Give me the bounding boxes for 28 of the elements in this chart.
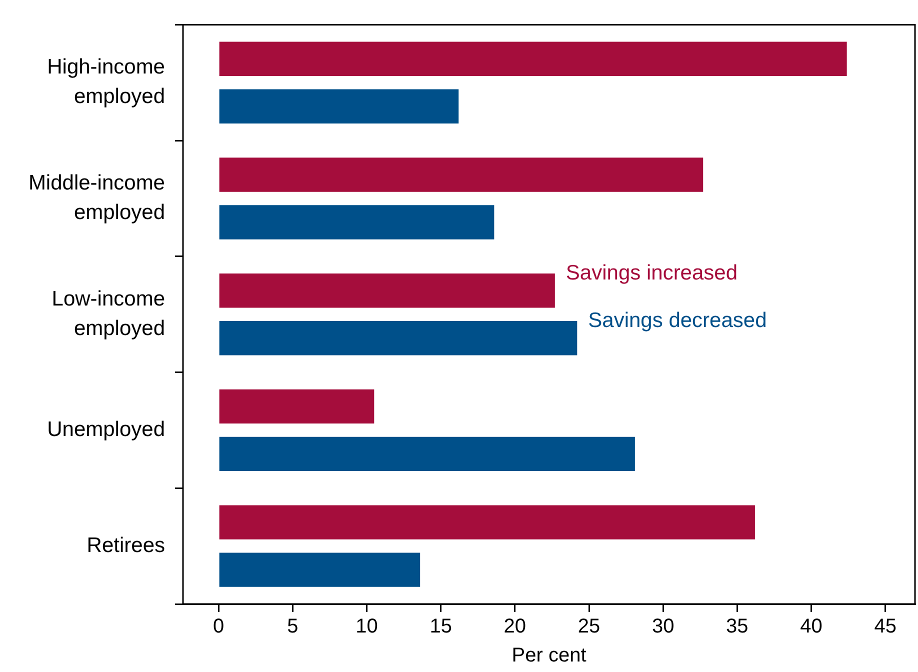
bar: [219, 505, 755, 540]
y-tick-label: Low-income employed: [52, 287, 165, 340]
x-tick-label: 45: [874, 616, 896, 638]
bar: [219, 321, 578, 356]
x-tick-label: 25: [578, 616, 600, 638]
bar: [219, 89, 459, 124]
bar: [219, 389, 374, 424]
x-tick-label: 15: [430, 616, 452, 638]
x-tick-label: 10: [356, 616, 378, 638]
x-tick-label: 5: [287, 616, 298, 638]
x-tick-label: 30: [652, 616, 674, 638]
bar: [219, 552, 420, 587]
bar: [219, 158, 704, 192]
y-tick-label: Retirees: [86, 534, 165, 557]
x-tick-label: 0: [213, 616, 224, 638]
x-tick-label: 40: [800, 616, 822, 638]
y-tick-label: High-income employed: [47, 56, 165, 108]
x-tick-label: 35: [726, 616, 748, 638]
series-label: Savings increased: [566, 261, 738, 284]
series-label: Savings decreased: [588, 308, 767, 332]
bar: [219, 436, 635, 472]
x-tick-label: 20: [504, 616, 526, 638]
bar: [219, 42, 847, 76]
x-axis-title: Per cent: [512, 644, 587, 667]
y-tick-label: Unemployed: [47, 418, 165, 442]
y-tick-label: Middle-income employed: [28, 172, 165, 224]
bar: [219, 205, 494, 240]
bar: [219, 274, 555, 308]
